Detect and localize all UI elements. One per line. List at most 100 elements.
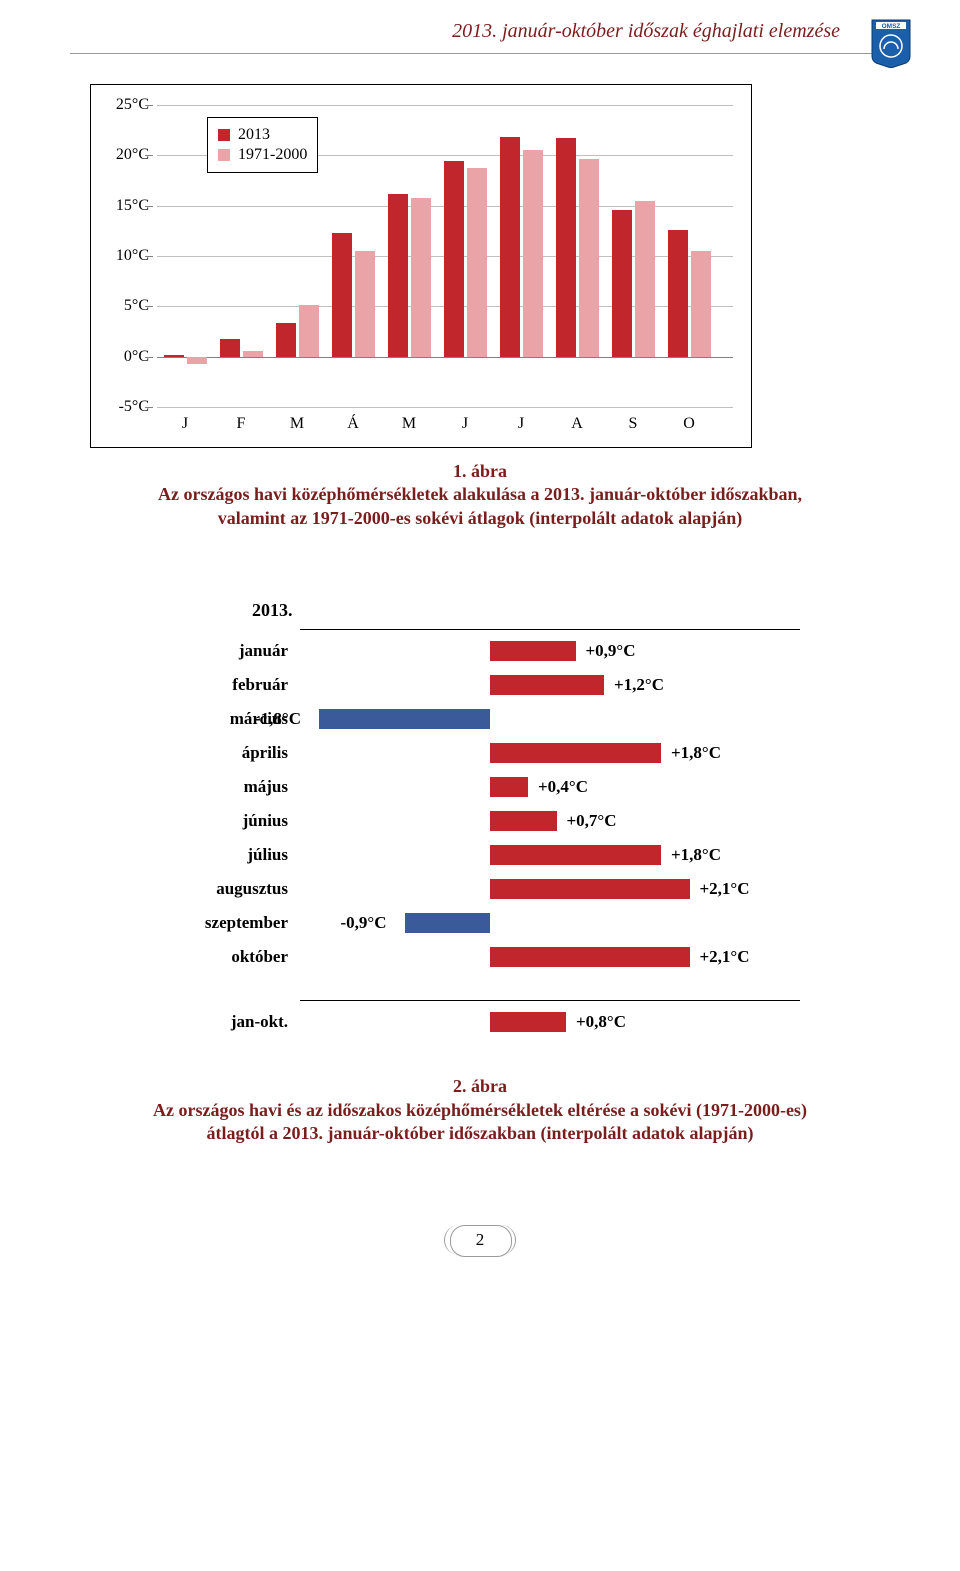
chart2-row: március-1,8°C (300, 702, 800, 736)
x-axis-label: M (402, 415, 416, 433)
chart2-row-label: február (138, 675, 300, 695)
chart2-bar (319, 709, 490, 729)
caption2-line-b: átlagtól a 2013. január-október időszakb… (206, 1123, 753, 1143)
caption1-line-b: valamint az 1971-2000-es sokévi átlagok … (218, 508, 743, 528)
chart2-barzone: -1,8°C (300, 709, 800, 729)
chart2-row-label: július (138, 845, 300, 865)
x-axis-label: S (629, 415, 638, 433)
chart2-title: 2013. (252, 600, 820, 621)
bar-1971-2000-A (579, 159, 599, 356)
chart2-bar (490, 811, 557, 831)
chart1-container: -5°C0°C5°C10°C15°C20°C25°CJFMÁMJJASO2013… (90, 84, 752, 448)
bar-1971-2000-S (635, 201, 655, 357)
y-axis-label: 20°C (101, 146, 149, 164)
chart2-row-label: január (138, 641, 300, 661)
legend-swatch (218, 129, 230, 141)
bar-2013-Á (332, 233, 352, 357)
chart2-bar (490, 879, 690, 899)
caption-1: 1. ábra Az országos havi középhőmérsékle… (80, 460, 880, 530)
bar-2013-M (388, 194, 408, 357)
x-axis-label: M (290, 415, 304, 433)
y-axis-label: 10°C (101, 247, 149, 265)
chart2-row-label: október (138, 947, 300, 967)
chart2-row: július+1,8°C (300, 838, 800, 872)
caption1-title: 1. ábra (453, 461, 507, 481)
chart2-barzone: +0,9°C (300, 641, 800, 661)
bar-1971-2000-J (187, 357, 207, 364)
chart2-row-label: jan-okt. (138, 1012, 300, 1032)
chart2-row: február+1,2°C (300, 668, 800, 702)
chart2-summary: jan-okt.+0,8°C (300, 1000, 800, 1047)
chart2-barzone: +1,2°C (300, 675, 800, 695)
chart2-row: április+1,8°C (300, 736, 800, 770)
caption1-line-a: Az országos havi középhőmérsékletek alak… (158, 484, 802, 504)
x-axis-label: A (571, 415, 583, 433)
x-axis-label: Á (347, 415, 359, 433)
chart2-barzone: +2,1°C (300, 947, 800, 967)
chart2-row-label: június (138, 811, 300, 831)
caption2-line-a: Az országos havi és az időszakos középhő… (153, 1100, 807, 1120)
chart2-row: október+2,1°C (300, 940, 800, 974)
chart1-plot: -5°C0°C5°C10°C15°C20°C25°CJFMÁMJJASO2013… (101, 97, 741, 437)
chart2-value-label: +1,8°C (671, 743, 721, 763)
chart2-value-label: +0,8°C (576, 1012, 626, 1032)
bar-2013-O (668, 230, 688, 357)
chart2-row: augusztus+2,1°C (300, 872, 800, 906)
chart2-value-label: +0,7°C (567, 811, 617, 831)
x-axis-label: J (518, 415, 524, 433)
header-divider (70, 53, 890, 54)
chart2-value-label: +1,8°C (671, 845, 721, 865)
legend-item: 1971-2000 (218, 146, 307, 164)
chart2-barzone: +0,7°C (300, 811, 800, 831)
chart2-bar (490, 947, 690, 967)
bar-1971-2000-M (411, 198, 431, 357)
chart2-value-label: +1,2°C (614, 675, 664, 695)
chart2-barzone: +0,8°C (300, 1012, 800, 1032)
chart2-row: május+0,4°C (300, 770, 800, 804)
gridline (157, 407, 733, 408)
bar-2013-J (444, 161, 464, 356)
chart2-barzone: +1,8°C (300, 845, 800, 865)
svg-text:OMSZ: OMSZ (882, 23, 901, 30)
chart2-barzone: +1,8°C (300, 743, 800, 763)
legend-label: 2013 (238, 126, 270, 144)
bar-2013-M (276, 323, 296, 356)
y-axis-label: 5°C (101, 297, 149, 315)
x-axis-label: J (182, 415, 188, 433)
legend-swatch (218, 149, 230, 161)
chart2-bar (490, 743, 661, 763)
bar-1971-2000-F (243, 351, 263, 357)
x-axis-label: J (462, 415, 468, 433)
bar-2013-J (164, 355, 184, 357)
bar-1971-2000-M (299, 305, 319, 356)
chart2-bar (490, 845, 661, 865)
page-title: 2013. január-október időszak éghajlati e… (70, 20, 890, 47)
chart2-value-label: -1,8°C (255, 709, 301, 729)
chart2-row-label: augusztus (138, 879, 300, 899)
chart2-barzone: +2,1°C (300, 879, 800, 899)
bar-1971-2000-Á (355, 251, 375, 357)
chart2-bar (490, 641, 576, 661)
chart2-row: június+0,7°C (300, 804, 800, 838)
chart2-barzone: +0,4°C (300, 777, 800, 797)
bar-2013-F (220, 339, 240, 357)
bar-1971-2000-J (523, 150, 543, 356)
page-number: 2 (450, 1225, 510, 1255)
chart2-row-label: szeptember (138, 913, 300, 933)
chart2-value-label: +0,9°C (586, 641, 636, 661)
caption-2: 2. ábra Az országos havi és az időszakos… (80, 1075, 880, 1145)
y-axis-label: -5°C (101, 398, 149, 416)
chart2-row-label: május (138, 777, 300, 797)
legend-label: 1971-2000 (238, 146, 307, 164)
chart2-bar (490, 777, 528, 797)
gridline (157, 105, 733, 106)
bar-2013-J (500, 137, 520, 356)
y-axis-label: 25°C (101, 96, 149, 114)
page-number-wrap: 2 (0, 1225, 960, 1255)
bar-2013-S (612, 210, 632, 357)
chart2-value-label: -0,9°C (341, 913, 387, 933)
legend: 2013 1971-2000 (207, 117, 318, 173)
bar-2013-A (556, 138, 576, 356)
chart2-row-label: április (138, 743, 300, 763)
chart2-row: jan-okt.+0,8°C (300, 1005, 800, 1039)
